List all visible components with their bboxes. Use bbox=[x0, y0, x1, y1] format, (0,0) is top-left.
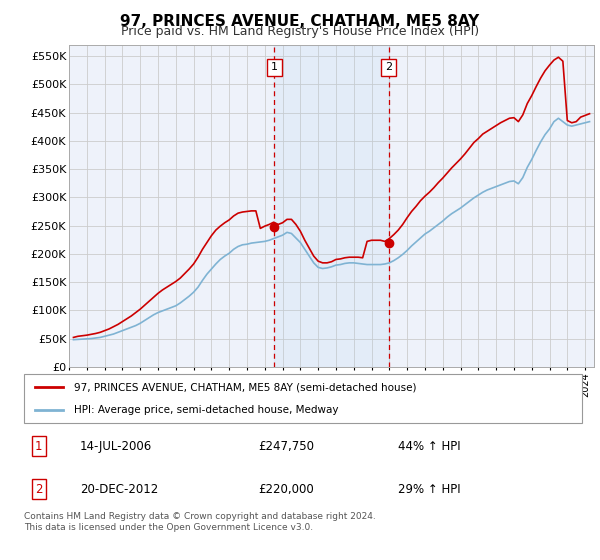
Text: 20-DEC-2012: 20-DEC-2012 bbox=[80, 483, 158, 496]
Text: £220,000: £220,000 bbox=[259, 483, 314, 496]
Text: £247,750: £247,750 bbox=[259, 440, 314, 453]
Text: 97, PRINCES AVENUE, CHATHAM, ME5 8AY (semi-detached house): 97, PRINCES AVENUE, CHATHAM, ME5 8AY (se… bbox=[74, 382, 417, 393]
Text: 29% ↑ HPI: 29% ↑ HPI bbox=[398, 483, 460, 496]
Text: 97, PRINCES AVENUE, CHATHAM, ME5 8AY: 97, PRINCES AVENUE, CHATHAM, ME5 8AY bbox=[121, 14, 479, 29]
Text: 1: 1 bbox=[271, 62, 278, 72]
Bar bbox=[274, 45, 389, 367]
Text: 2: 2 bbox=[35, 483, 43, 496]
Text: Price paid vs. HM Land Registry's House Price Index (HPI): Price paid vs. HM Land Registry's House … bbox=[121, 25, 479, 38]
FancyBboxPatch shape bbox=[24, 374, 582, 423]
Text: 2: 2 bbox=[385, 62, 392, 72]
Text: 44% ↑ HPI: 44% ↑ HPI bbox=[398, 440, 460, 453]
Text: HPI: Average price, semi-detached house, Medway: HPI: Average price, semi-detached house,… bbox=[74, 405, 339, 416]
Text: 14-JUL-2006: 14-JUL-2006 bbox=[80, 440, 152, 453]
Text: Contains HM Land Registry data © Crown copyright and database right 2024.
This d: Contains HM Land Registry data © Crown c… bbox=[24, 512, 376, 532]
Text: 1: 1 bbox=[35, 440, 43, 453]
